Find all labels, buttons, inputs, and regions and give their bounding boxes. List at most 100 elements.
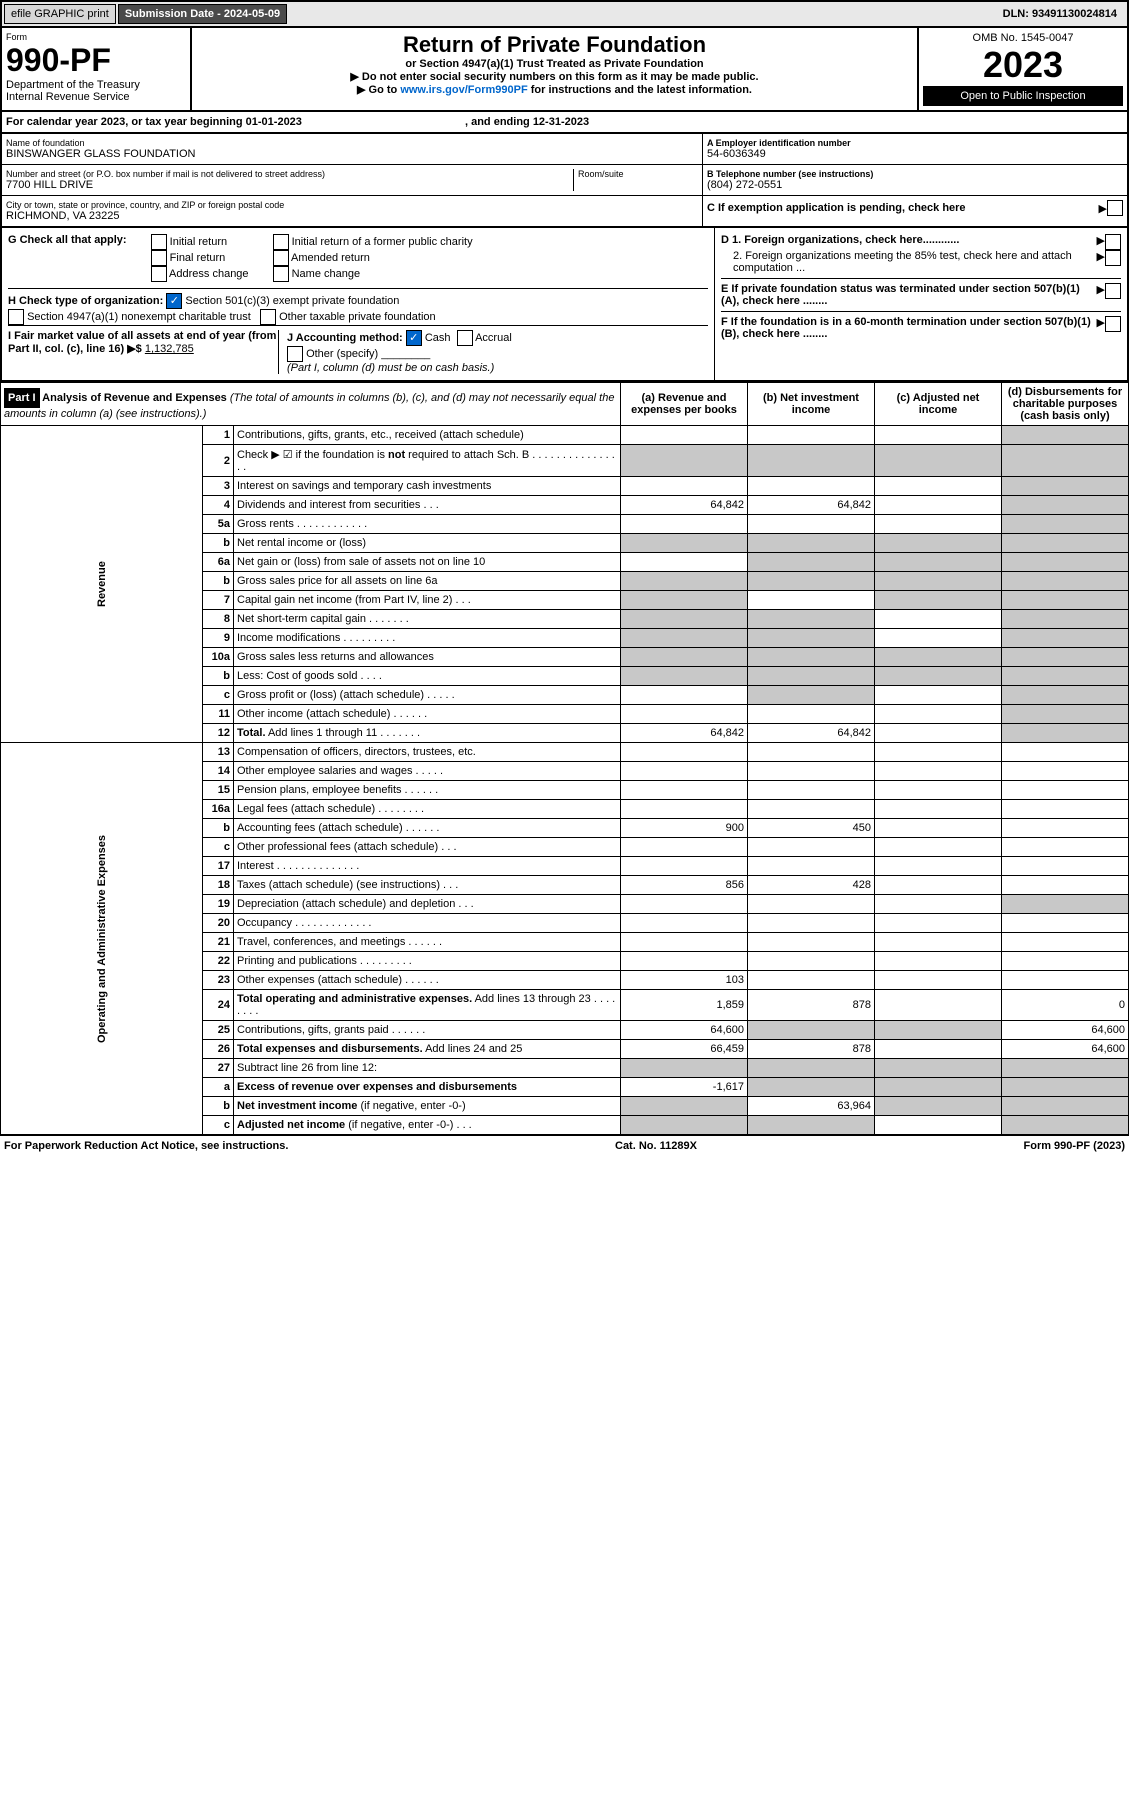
c-checkbox[interactable] — [1107, 200, 1123, 216]
cell-c — [875, 724, 1002, 743]
j-accrual: Accrual — [475, 332, 512, 344]
omb-label: OMB No. 1545-0047 — [923, 32, 1123, 44]
page-footer: For Paperwork Reduction Act Notice, see … — [0, 1135, 1129, 1156]
line-desc: Gross sales price for all assets on line… — [234, 572, 621, 591]
cell-a — [621, 952, 748, 971]
page-subtitle: or Section 4947(a)(1) Trust Treated as P… — [196, 58, 913, 70]
cell-a — [621, 426, 748, 445]
d2-chk[interactable] — [1105, 250, 1121, 266]
chk-4947[interactable] — [8, 309, 24, 325]
cell-dd: 64,600 — [1002, 1040, 1129, 1059]
cell-c — [875, 1078, 1002, 1097]
cell-dd — [1002, 724, 1129, 743]
section-g-h: G Check all that apply: Initial return F… — [0, 228, 1129, 382]
line-num: b — [203, 1097, 234, 1116]
chk-other-taxable[interactable] — [260, 309, 276, 325]
cell-a — [621, 857, 748, 876]
part1-table: Part I Analysis of Revenue and Expenses … — [0, 382, 1129, 1135]
line-num: 24 — [203, 990, 234, 1021]
cell-c — [875, 1116, 1002, 1135]
cell-b — [748, 667, 875, 686]
line-num: 22 — [203, 952, 234, 971]
cell-c — [875, 445, 1002, 477]
cell-a — [621, 591, 748, 610]
cell-c — [875, 629, 1002, 648]
line-num: 15 — [203, 781, 234, 800]
cell-b — [748, 952, 875, 971]
line-num: 2 — [203, 445, 234, 477]
tax-year: 2023 — [923, 44, 1123, 86]
chk-address[interactable] — [151, 266, 167, 282]
d2-label: 2. Foreign organizations meeting the 85%… — [721, 250, 1097, 274]
line-num: 13 — [203, 743, 234, 762]
cell-a — [621, 629, 748, 648]
c-label: C If exemption application is pending, c… — [707, 202, 1099, 214]
dln-label: DLN: 93491130024814 — [997, 5, 1123, 23]
col-b: (b) Net investment income — [748, 383, 875, 426]
line-desc: Gross sales less returns and allowances — [234, 648, 621, 667]
cell-b — [748, 838, 875, 857]
cell-c — [875, 648, 1002, 667]
chk-name-change[interactable] — [273, 266, 289, 282]
header-note2: ▶ Go to www.irs.gov/Form990PF for instru… — [196, 83, 913, 96]
cell-c — [875, 800, 1002, 819]
cell-a — [621, 667, 748, 686]
address-block: Name of foundation BINSWANGER GLASS FOUN… — [0, 134, 1129, 228]
chk-501c3[interactable]: ✓ — [166, 293, 182, 309]
calendar-year-row: For calendar year 2023, or tax year begi… — [0, 112, 1129, 134]
h-opt3: Other taxable private foundation — [279, 311, 436, 323]
side-revenue: Revenue — [1, 426, 203, 743]
cell-c — [875, 838, 1002, 857]
chk-other-method[interactable] — [287, 346, 303, 362]
cell-a — [621, 933, 748, 952]
dept-label: Department of the Treasury — [6, 79, 186, 91]
cell-a — [621, 572, 748, 591]
table-row: Operating and Administrative Expenses13C… — [1, 743, 1129, 762]
chk-final[interactable] — [151, 250, 167, 266]
submission-date: Submission Date - 2024-05-09 — [118, 4, 287, 24]
cell-c — [875, 990, 1002, 1021]
cell-a — [621, 800, 748, 819]
efile-button[interactable]: efile GRAPHIC print — [4, 4, 116, 24]
chk-accrual[interactable] — [457, 330, 473, 346]
line-num: b — [203, 534, 234, 553]
cell-b — [748, 553, 875, 572]
line-desc: Income modifications . . . . . . . . . — [234, 629, 621, 648]
cell-dd — [1002, 610, 1129, 629]
line-desc: Other employee salaries and wages . . . … — [234, 762, 621, 781]
cell-dd — [1002, 667, 1129, 686]
cell-dd — [1002, 952, 1129, 971]
cell-a — [621, 534, 748, 553]
d1-chk[interactable] — [1105, 234, 1121, 250]
cell-a — [621, 553, 748, 572]
form-word: Form — [6, 32, 186, 42]
irs-link[interactable]: www.irs.gov/Form990PF — [400, 84, 527, 96]
line-desc: Depreciation (attach schedule) and deple… — [234, 895, 621, 914]
f-chk[interactable] — [1105, 316, 1121, 332]
j-note: (Part I, column (d) must be on cash basi… — [287, 362, 494, 374]
e-chk[interactable] — [1105, 283, 1121, 299]
cell-b — [748, 445, 875, 477]
city-value: RICHMOND, VA 23225 — [6, 210, 698, 222]
chk-initial-former[interactable] — [273, 234, 289, 250]
chk-cash[interactable]: ✓ — [406, 330, 422, 346]
chk-amended[interactable] — [273, 250, 289, 266]
cell-dd — [1002, 515, 1129, 534]
line-num: c — [203, 1116, 234, 1135]
cell-c — [875, 515, 1002, 534]
cell-b — [748, 477, 875, 496]
cell-b — [748, 515, 875, 534]
city-label: City or town, state or province, country… — [6, 200, 698, 210]
ein-label: A Employer identification number — [707, 138, 1123, 148]
line-desc: Less: Cost of goods sold . . . . — [234, 667, 621, 686]
top-bar: efile GRAPHIC print Submission Date - 20… — [0, 0, 1129, 28]
chk-initial[interactable] — [151, 234, 167, 250]
cell-dd — [1002, 1078, 1129, 1097]
cell-c — [875, 705, 1002, 724]
cell-a: -1,617 — [621, 1078, 748, 1097]
cell-c — [875, 496, 1002, 515]
line-desc: Pension plans, employee benefits . . . .… — [234, 781, 621, 800]
cell-c — [875, 553, 1002, 572]
cell-dd — [1002, 426, 1129, 445]
col-a: (a) Revenue and expenses per books — [621, 383, 748, 426]
